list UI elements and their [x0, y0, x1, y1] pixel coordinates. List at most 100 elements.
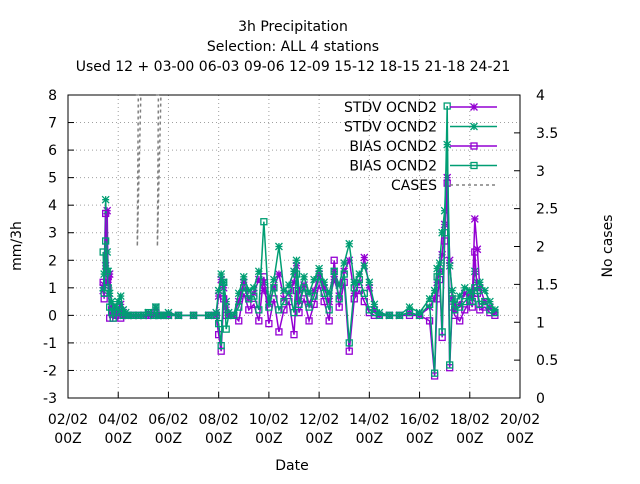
data-point [109, 314, 117, 322]
data-point [415, 311, 424, 320]
legend-marker [470, 142, 478, 150]
x-axis: 02/02 00Z 04/02 00Z 06/02 00Z 08/02 00Z 10/02 00Z… [48, 392, 540, 447]
data-point [285, 281, 293, 290]
data-point [320, 283, 329, 292]
x-tick-label-hour: 00Z [54, 431, 81, 447]
data-point [275, 328, 283, 336]
data-point [300, 284, 308, 292]
data-point [249, 283, 258, 292]
y2-tick-label: 2 [536, 240, 545, 256]
data-point [220, 278, 228, 286]
data-point [149, 311, 158, 320]
data-point [189, 311, 198, 320]
y-tick-label: 2 [48, 253, 57, 269]
data-point [215, 319, 223, 328]
data-point [385, 311, 394, 320]
x-tick-label-hour: 00Z [155, 431, 182, 447]
data-point [425, 317, 434, 325]
data-point [124, 311, 132, 320]
data-point [330, 256, 338, 264]
data-point [470, 214, 479, 223]
x-tick-label-hour: 00Z [456, 431, 483, 447]
y-axis: -3 -2 -1 0 1 2 3 4 5 6 7 8 [43, 88, 74, 407]
data-point [370, 300, 379, 309]
data-point [355, 270, 364, 279]
data-point [235, 317, 243, 325]
x-tick-label-date: 16/02 [399, 412, 439, 428]
data-point [325, 297, 334, 306]
data-point [310, 275, 319, 284]
data-point [265, 319, 273, 328]
data-point [295, 300, 303, 308]
x-tick-label-date: 02/02 [48, 412, 88, 428]
y-tick-label: -3 [43, 391, 57, 407]
data-point [255, 306, 263, 314]
data-point [305, 303, 313, 311]
data-point [350, 278, 359, 287]
x-tick-label-hour: 00Z [506, 431, 533, 447]
data-point [114, 297, 123, 306]
data-point [100, 289, 108, 297]
data-point [99, 248, 107, 256]
data-point [470, 267, 479, 276]
data-point [461, 297, 469, 306]
data-point [300, 272, 309, 281]
data-point [279, 286, 288, 295]
data-point [365, 278, 374, 287]
x-tick-label-hour: 00Z [255, 431, 282, 447]
y-axis-label: mm/3h [9, 221, 25, 271]
data-point [375, 311, 384, 320]
data-point [405, 308, 414, 317]
x-tick-label-hour: 00Z [305, 431, 332, 447]
data-point [102, 209, 110, 218]
data-point [102, 237, 110, 245]
chart-title: 3h Precipitation Selection: ALL 4 statio… [76, 19, 511, 75]
data-point [235, 303, 243, 311]
data-point [292, 256, 301, 265]
y-tick-label: 5 [48, 171, 57, 187]
data-point [104, 284, 112, 292]
legend-label: STDV OCND2 [344, 100, 437, 116]
data-point [340, 259, 349, 267]
y-tick-label: 8 [48, 88, 57, 104]
data-point [250, 292, 258, 300]
data-point [230, 311, 238, 320]
data-point [456, 303, 464, 311]
y2-tick-label: 4 [536, 88, 545, 104]
data-point [435, 267, 444, 275]
data-point [292, 270, 301, 278]
legend-marker [470, 103, 478, 111]
data-point [395, 311, 404, 320]
data-point [430, 369, 439, 377]
data-point [480, 286, 489, 295]
data-point [441, 229, 449, 237]
data-point [355, 275, 363, 284]
data-point [448, 295, 456, 303]
data-point [325, 317, 333, 325]
data-point [134, 311, 142, 320]
y2-axis: 0 0.5 1 1.5 2 2.5 3 3.5 4 [514, 88, 558, 407]
y-tick-label: 3 [48, 226, 57, 242]
legend-marker [470, 122, 478, 131]
data-point [269, 275, 278, 284]
legend-label: BIAS OCND2 [349, 139, 437, 155]
data-point [280, 297, 288, 306]
data-point [292, 286, 301, 295]
data-point [254, 275, 263, 284]
data-point [260, 218, 268, 226]
data-point [345, 339, 353, 347]
y-tick-label: -1 [43, 336, 57, 352]
series-line-cases [155, 94, 162, 247]
data-point [259, 286, 268, 295]
data-point [255, 317, 263, 325]
data-point [481, 297, 489, 306]
data-point [174, 311, 183, 320]
chart-title-line-3: Used 12 + 03-00 06-03 09-06 12-09 15-12 … [76, 59, 511, 75]
x-tick-label-date: 20/02 [500, 412, 540, 428]
y2-tick-label: 3.5 [536, 126, 558, 142]
legend-marker [470, 161, 478, 170]
x-tick-label-date: 06/02 [148, 412, 188, 428]
data-point [234, 297, 243, 306]
data-point [103, 267, 111, 275]
